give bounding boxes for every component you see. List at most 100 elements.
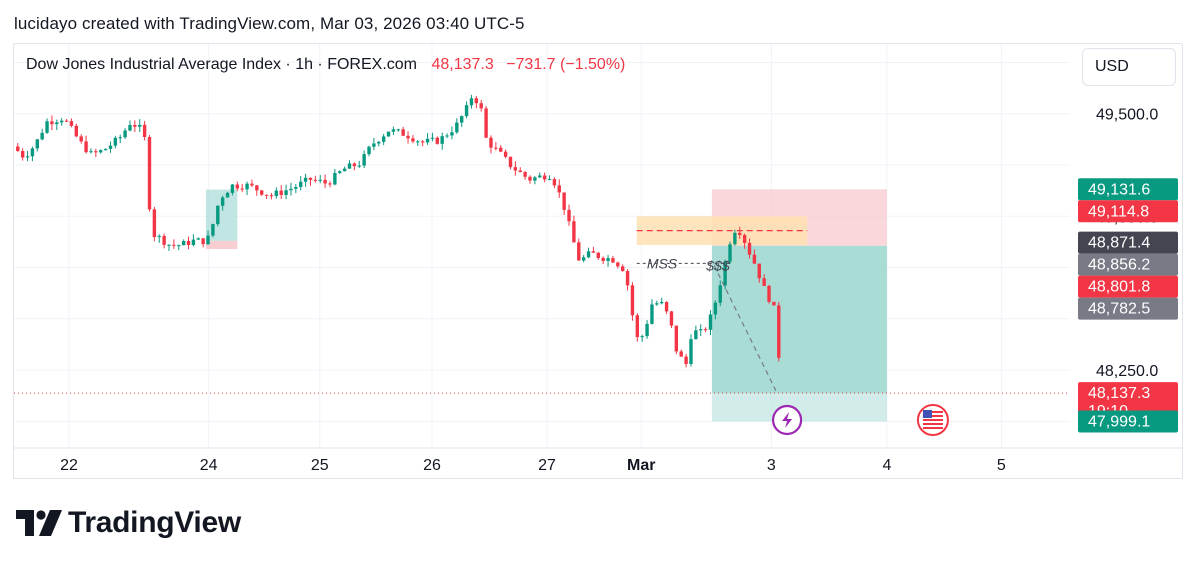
candle-body [620, 266, 625, 272]
candle-body [401, 129, 405, 136]
candle-body [308, 177, 313, 180]
candle-body [562, 192, 566, 210]
candle-body [669, 311, 674, 326]
y-tick-label: 48,250.0 [1096, 363, 1158, 380]
candles [16, 94, 781, 368]
candle-body [74, 125, 79, 137]
candle-body [601, 257, 605, 261]
candle-body [191, 239, 196, 245]
flag-stripe [922, 423, 943, 425]
us-flag-icon[interactable] [916, 404, 949, 436]
events[interactable] [771, 404, 949, 436]
candle-body [177, 245, 181, 247]
candle-body [362, 154, 366, 166]
candle-body [752, 254, 757, 264]
price-mark-label: 49,131.6 [1088, 181, 1150, 198]
price-chart[interactable]: MSS$$$ 49,500.049,000.048,250.0 49,131.6… [14, 44, 1182, 478]
legend-change: −731.7 (−1.50%) [506, 56, 626, 73]
candle-body [435, 137, 440, 144]
price-mark-label: 48,137.3 [1088, 385, 1150, 402]
candle-body [342, 168, 347, 172]
small-position-stop [205, 240, 238, 250]
candle-body [474, 98, 479, 104]
candle-body [703, 329, 708, 331]
candle-body [30, 148, 35, 157]
tradingview-logo[interactable]: TradingView [16, 506, 241, 540]
x-axis: 22 24 25 26 27 Mar 3 4 5 [60, 457, 1006, 474]
candle-body [269, 195, 274, 197]
candle-body [45, 121, 49, 133]
annotation-label: MSS [647, 255, 678, 271]
candle-body [616, 262, 620, 267]
candle-body [138, 124, 142, 127]
candle-body [99, 150, 103, 153]
candle-body [377, 141, 381, 144]
candle-body [50, 121, 54, 125]
candle-body [464, 105, 469, 117]
candle-body [59, 120, 64, 123]
candle-body [40, 132, 44, 140]
candle-body [596, 252, 600, 258]
candle-body [328, 183, 332, 185]
candle-body [255, 185, 259, 191]
candle-body [718, 285, 722, 303]
candle-body [372, 143, 376, 147]
candle-body [274, 190, 279, 197]
candle-body [333, 172, 337, 185]
price-mark-tag [1078, 297, 1178, 320]
candle-body [572, 221, 576, 243]
candle-body [772, 301, 776, 306]
price-mark-label: 49,114.8 [1088, 203, 1149, 220]
candle-body [664, 301, 669, 312]
candle-body [303, 177, 308, 182]
candle-body [284, 190, 288, 195]
currency-button[interactable]: USD [1082, 48, 1176, 86]
candle-body [523, 172, 527, 177]
candle-body [674, 325, 679, 352]
drawing-lines: MSS $$$ [14, 229, 1070, 394]
candle-body [762, 278, 766, 286]
candle-body [318, 179, 322, 181]
x-tick-label: 3 [767, 457, 776, 474]
flag-stripe [922, 411, 943, 413]
lightning-icon-bolt [782, 412, 793, 428]
candle-body [533, 177, 537, 181]
logo-text: TradingView [68, 506, 241, 539]
candle-body [352, 163, 357, 167]
lightning-icon[interactable] [771, 404, 803, 436]
candle-body [425, 138, 430, 143]
x-tick-label: 25 [311, 457, 329, 474]
candle-body [567, 209, 571, 222]
candle-body [123, 130, 127, 138]
tradingview-logo-icon [16, 510, 62, 536]
candle-body [357, 165, 361, 167]
price-mark-tag [1078, 178, 1178, 201]
candle-body [699, 329, 703, 331]
candle-body [172, 244, 176, 246]
candle-body [738, 232, 742, 236]
candle-body [547, 179, 552, 181]
candle-body [186, 240, 191, 245]
candle-body [723, 261, 727, 286]
candle-body [767, 285, 771, 302]
price-mark-label: 48,782.5 [1088, 301, 1150, 318]
candle-body [79, 136, 83, 142]
chart-panel[interactable]: MSS$$$ 49,500.049,000.048,250.0 49,131.6… [13, 43, 1183, 479]
small-position-profit [205, 189, 238, 241]
candle-body [591, 251, 596, 253]
price-mark-tag [1078, 275, 1178, 298]
candle-body [391, 129, 396, 132]
candle-body [162, 235, 166, 245]
candle-body [55, 122, 59, 125]
candle-body [538, 175, 542, 178]
flag-stripe [922, 415, 943, 417]
candle-body [279, 190, 283, 195]
flag-stripe [922, 427, 943, 429]
symbol-title: Dow Jones Industrial Average Index · 1h … [26, 56, 417, 73]
candle-body [611, 258, 615, 263]
candle-body [347, 163, 352, 169]
candle-body [250, 183, 254, 186]
candle-body [220, 197, 225, 206]
x-tick-label: 24 [200, 457, 218, 474]
candle-body [645, 323, 649, 337]
